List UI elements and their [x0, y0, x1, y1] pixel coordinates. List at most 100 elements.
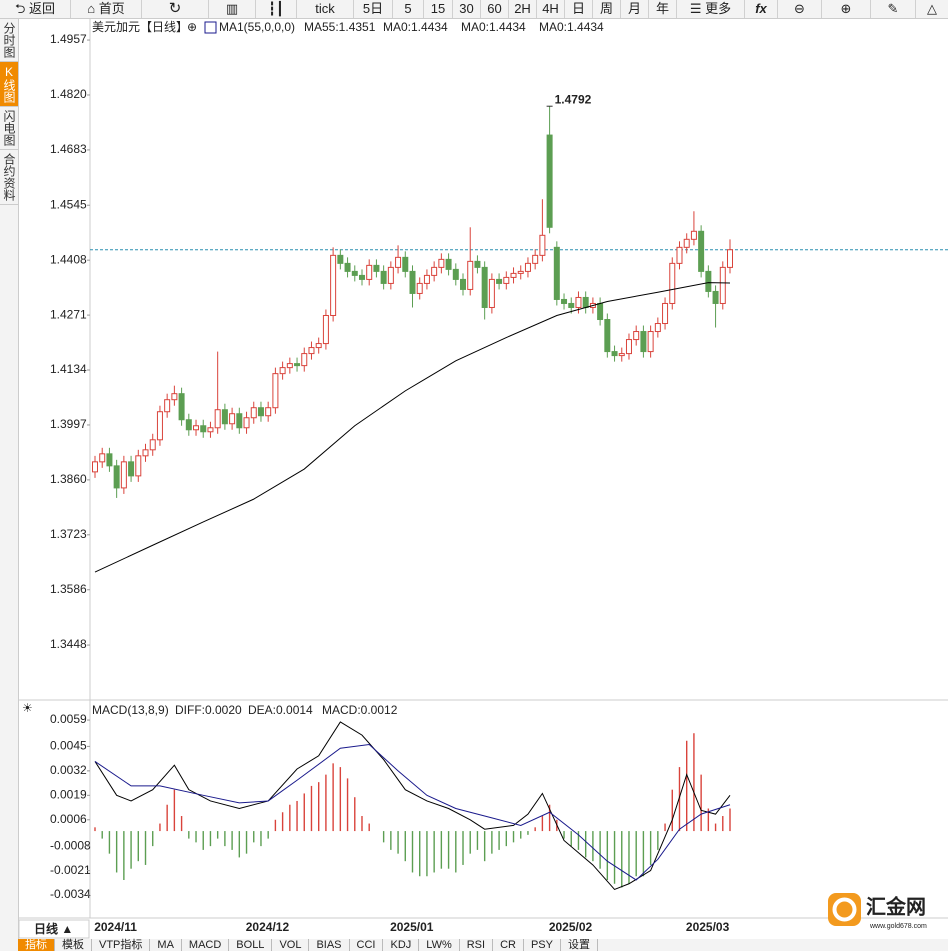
candle-body — [460, 278, 467, 290]
high-label: 1.4792 — [555, 92, 592, 106]
candle-body — [423, 274, 430, 284]
candle-body — [517, 270, 524, 274]
candle-body — [221, 409, 228, 425]
period-button[interactable]: 周 — [593, 0, 621, 18]
candle-body — [358, 274, 365, 280]
candle-body — [662, 302, 669, 325]
candle-body — [351, 270, 358, 276]
candle-body — [272, 373, 279, 409]
candle-body — [654, 323, 661, 333]
indicator-tab[interactable]: RSI — [460, 939, 494, 951]
period-button[interactable]: 5 — [393, 0, 424, 18]
legend-item: MA1(55,0,0,0) — [219, 20, 295, 34]
logo-url: www.gold678.com — [869, 923, 927, 930]
candle-body — [690, 230, 697, 240]
indicator-tab[interactable]: VTP指标 — [92, 939, 151, 951]
candle-body — [467, 260, 474, 290]
collapse-button[interactable]: △ — [927, 1, 937, 16]
indicator-tab[interactable]: 指标 — [18, 939, 55, 951]
period-button[interactable]: 5日 — [354, 0, 393, 18]
indicator-tab[interactable]: 模板 — [55, 939, 92, 951]
candle-body — [496, 278, 503, 284]
home-button[interactable]: ⌂ 首页 — [71, 0, 142, 18]
candle-body — [164, 399, 171, 413]
y-tick-label: -0.0034 — [50, 887, 91, 901]
y-tick-label: -0.0021 — [50, 863, 91, 877]
indicator-tab[interactable]: VOL — [272, 939, 310, 951]
indicator-tab[interactable]: MA — [150, 939, 182, 951]
zoom-out-button[interactable]: ⊖ — [778, 0, 822, 18]
legend-item: MA0:1.4434 — [383, 20, 448, 34]
period-button[interactable]: 日 — [565, 0, 593, 18]
candle-body — [676, 246, 683, 264]
sidebar-tab[interactable]: 闪电图 — [0, 107, 18, 150]
candle-body — [532, 254, 539, 264]
indicator-tab[interactable]: BOLL — [229, 939, 273, 951]
draw-button[interactable]: ✎ — [871, 0, 916, 18]
y-tick-label: 1.3586 — [50, 582, 87, 596]
candle-body — [229, 413, 236, 425]
candle-body — [568, 302, 575, 308]
x-tick-label: 2024/12 — [246, 920, 290, 934]
candle-body — [561, 298, 568, 304]
y-tick-label: 1.3723 — [50, 527, 87, 541]
y-tick-label: 0.0045 — [50, 739, 87, 753]
indicator-tab[interactable]: PSY — [524, 939, 561, 951]
sidebar-tab[interactable]: 合约资料 — [0, 150, 18, 205]
sidebar-tab[interactable]: K线图 — [0, 62, 18, 107]
refresh-button[interactable]: ↻ — [142, 0, 209, 18]
candle-button[interactable]: ┇┃ — [256, 0, 297, 18]
indicator-tab[interactable]: BIAS — [309, 939, 350, 951]
candle-body — [120, 461, 127, 489]
period-button[interactable]: 2H — [509, 0, 537, 18]
y-tick-label: 0.0059 — [50, 712, 87, 726]
logo-mark — [832, 897, 857, 922]
zoom-in-button[interactable]: ⊕ — [822, 0, 871, 18]
bar-chart-button[interactable]: ▥ — [209, 0, 256, 18]
period-button[interactable]: 60 — [481, 0, 509, 18]
x-tick-label: 2025/01 — [390, 920, 434, 934]
candle-body — [416, 282, 423, 294]
candle-body — [474, 260, 481, 268]
period-button[interactable]: tick — [297, 0, 354, 18]
period-button[interactable]: 4H — [537, 0, 565, 18]
candle-body — [308, 347, 315, 355]
indicator-tab[interactable]: LW% — [419, 939, 460, 951]
candle-body — [510, 272, 517, 278]
x-tick-label: 2024/11 — [94, 920, 137, 934]
indicator-tab[interactable]: CCI — [350, 939, 384, 951]
macd-line — [94, 743, 731, 881]
candle-body — [669, 262, 676, 304]
period-button[interactable]: 年 — [649, 0, 677, 18]
toolbar: ⮌ 返回 ⌂ 首页 ↻ ▥ ┇┃ tick 5日 5 15 30 60 2H 4… — [0, 0, 948, 19]
candle-body — [611, 351, 618, 357]
candle-body — [380, 270, 387, 284]
period-button[interactable]: 15 — [424, 0, 453, 18]
period-button[interactable]: 月 — [621, 0, 649, 18]
period-button[interactable]: 30 — [453, 0, 481, 18]
indicator-tab[interactable]: KDJ — [383, 939, 420, 951]
sidebar-tab[interactable]: 分时图 — [0, 19, 18, 62]
indicator-tab[interactable]: MACD — [182, 939, 230, 951]
indicator-tab[interactable]: 设置 — [561, 939, 598, 951]
indicator-tab[interactable]: CR — [493, 939, 524, 951]
candle-body — [633, 331, 640, 341]
more-button[interactable]: ☰ 更多 — [677, 0, 745, 18]
candle-body — [279, 367, 286, 375]
settings-icon: ⊕ — [187, 20, 197, 34]
y-tick-label: 1.4408 — [50, 252, 87, 266]
candle-body — [373, 264, 380, 272]
period-box[interactable] — [18, 919, 90, 939]
y-tick-label: 0.0019 — [50, 787, 87, 801]
x-tick-label: 2025/02 — [549, 920, 593, 934]
candle-body — [337, 254, 344, 264]
back-button[interactable]: ⮌ 返回 — [0, 0, 71, 18]
candle-body — [705, 270, 712, 292]
formula-button[interactable]: fx — [745, 0, 778, 18]
logo-name: 汇金网 — [866, 894, 926, 918]
candle-body — [402, 256, 409, 272]
candle-body — [250, 407, 257, 419]
period-label: 【日线】 — [140, 20, 188, 34]
